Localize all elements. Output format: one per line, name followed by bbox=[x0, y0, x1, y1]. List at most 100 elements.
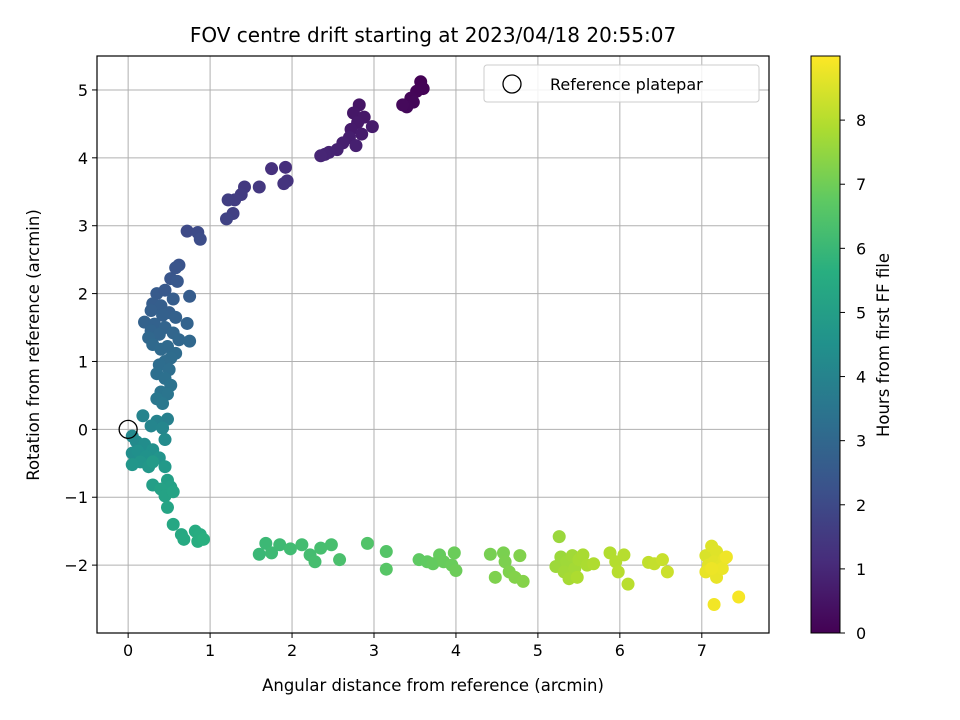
data-point bbox=[136, 409, 150, 423]
x-tick-label: 1 bbox=[205, 641, 215, 660]
data-point bbox=[498, 555, 512, 569]
data-points bbox=[125, 75, 746, 611]
x-axis-label: Angular distance from reference (arcmin) bbox=[262, 676, 604, 695]
x-tick-label: 4 bbox=[451, 641, 461, 660]
x-axis-ticks: 0 1 2 3 4 5 6 7 bbox=[123, 633, 707, 660]
data-point bbox=[570, 570, 584, 584]
data-point bbox=[349, 139, 363, 153]
data-point bbox=[180, 224, 194, 238]
grid-lines bbox=[97, 56, 769, 633]
data-point bbox=[154, 342, 168, 356]
chart-title: FOV centre drift starting at 2023/04/18 … bbox=[190, 23, 676, 47]
data-point bbox=[177, 532, 191, 546]
data-point bbox=[259, 536, 273, 550]
colorbar-tick-label: 4 bbox=[856, 368, 866, 387]
colorbar-tick-label: 0 bbox=[856, 624, 866, 643]
colorbar-tick-label: 7 bbox=[856, 175, 866, 194]
data-point bbox=[617, 548, 631, 562]
y-tick-label: 1 bbox=[78, 352, 88, 371]
data-point bbox=[166, 292, 180, 306]
data-point bbox=[219, 212, 233, 226]
data-point bbox=[732, 590, 746, 604]
data-point bbox=[156, 308, 170, 322]
data-point bbox=[488, 570, 502, 584]
data-point bbox=[360, 536, 374, 550]
data-point bbox=[611, 565, 625, 579]
data-point bbox=[265, 162, 279, 176]
data-point bbox=[197, 532, 211, 546]
data-point bbox=[158, 433, 172, 447]
data-point bbox=[552, 530, 566, 544]
data-point bbox=[156, 421, 170, 435]
y-tick-label: 2 bbox=[78, 285, 88, 304]
data-point bbox=[314, 149, 328, 163]
x-tick-label: 5 bbox=[533, 641, 543, 660]
data-point bbox=[160, 500, 174, 514]
data-point bbox=[396, 98, 410, 112]
data-point bbox=[621, 577, 635, 591]
data-point bbox=[172, 333, 186, 347]
data-point bbox=[719, 550, 733, 564]
colorbar bbox=[810, 55, 841, 634]
data-point bbox=[707, 597, 721, 611]
data-point bbox=[221, 193, 235, 207]
legend-label: Reference platepar bbox=[550, 75, 703, 94]
data-point bbox=[166, 517, 180, 531]
colorbar-tick-label: 3 bbox=[856, 432, 866, 451]
reference-marker-group bbox=[118, 419, 138, 440]
data-point bbox=[146, 455, 160, 469]
data-point bbox=[283, 542, 297, 556]
data-point bbox=[152, 327, 166, 341]
colorbar-tick-label: 6 bbox=[856, 239, 866, 258]
legend-marker bbox=[502, 74, 522, 94]
y-tick-label: 5 bbox=[78, 81, 88, 100]
data-point bbox=[273, 538, 287, 552]
data-point bbox=[379, 545, 393, 559]
data-point bbox=[278, 160, 292, 174]
x-tick-label: 6 bbox=[615, 641, 625, 660]
data-point bbox=[655, 553, 669, 567]
y-tick-label: 3 bbox=[78, 217, 88, 236]
x-tick-label: 7 bbox=[697, 641, 707, 660]
y-tick-label: −2 bbox=[64, 556, 88, 575]
data-point bbox=[314, 541, 328, 555]
data-point bbox=[252, 547, 266, 561]
data-point bbox=[125, 458, 139, 472]
data-point bbox=[379, 562, 393, 576]
data-point bbox=[265, 546, 279, 560]
data-point bbox=[308, 555, 322, 569]
data-point bbox=[516, 574, 530, 588]
colorbar-label: Hours from first FF file bbox=[874, 253, 893, 437]
y-axis-label: Rotation from reference (arcmin) bbox=[24, 209, 43, 481]
data-point bbox=[156, 397, 170, 411]
data-point bbox=[252, 180, 266, 194]
data-point bbox=[144, 304, 158, 318]
data-point bbox=[513, 549, 527, 563]
y-tick-label: 4 bbox=[78, 149, 88, 168]
legend: Reference platepar bbox=[483, 64, 760, 103]
data-point bbox=[365, 120, 379, 134]
data-point bbox=[180, 316, 194, 330]
data-point bbox=[166, 485, 180, 499]
data-point bbox=[158, 283, 172, 297]
legend-box bbox=[483, 64, 760, 103]
data-point bbox=[169, 310, 183, 324]
y-tick-label: −1 bbox=[64, 488, 88, 507]
data-point bbox=[449, 564, 463, 578]
colorbar-ticks: 0 1 2 3 4 5 6 7 8 bbox=[840, 111, 866, 643]
data-point bbox=[193, 232, 207, 246]
data-point bbox=[447, 546, 461, 560]
data-point bbox=[183, 289, 197, 303]
data-point bbox=[324, 538, 338, 552]
data-point bbox=[144, 419, 158, 433]
colorbar-tick-label: 8 bbox=[856, 111, 866, 130]
x-tick-label: 2 bbox=[287, 641, 297, 660]
data-point bbox=[333, 553, 347, 567]
x-tick-label: 3 bbox=[369, 641, 379, 660]
data-point bbox=[576, 548, 590, 562]
data-point bbox=[169, 261, 183, 275]
data-point bbox=[158, 460, 172, 474]
data-point bbox=[295, 538, 309, 552]
x-tick-label: 0 bbox=[123, 641, 133, 660]
data-point bbox=[483, 547, 497, 561]
